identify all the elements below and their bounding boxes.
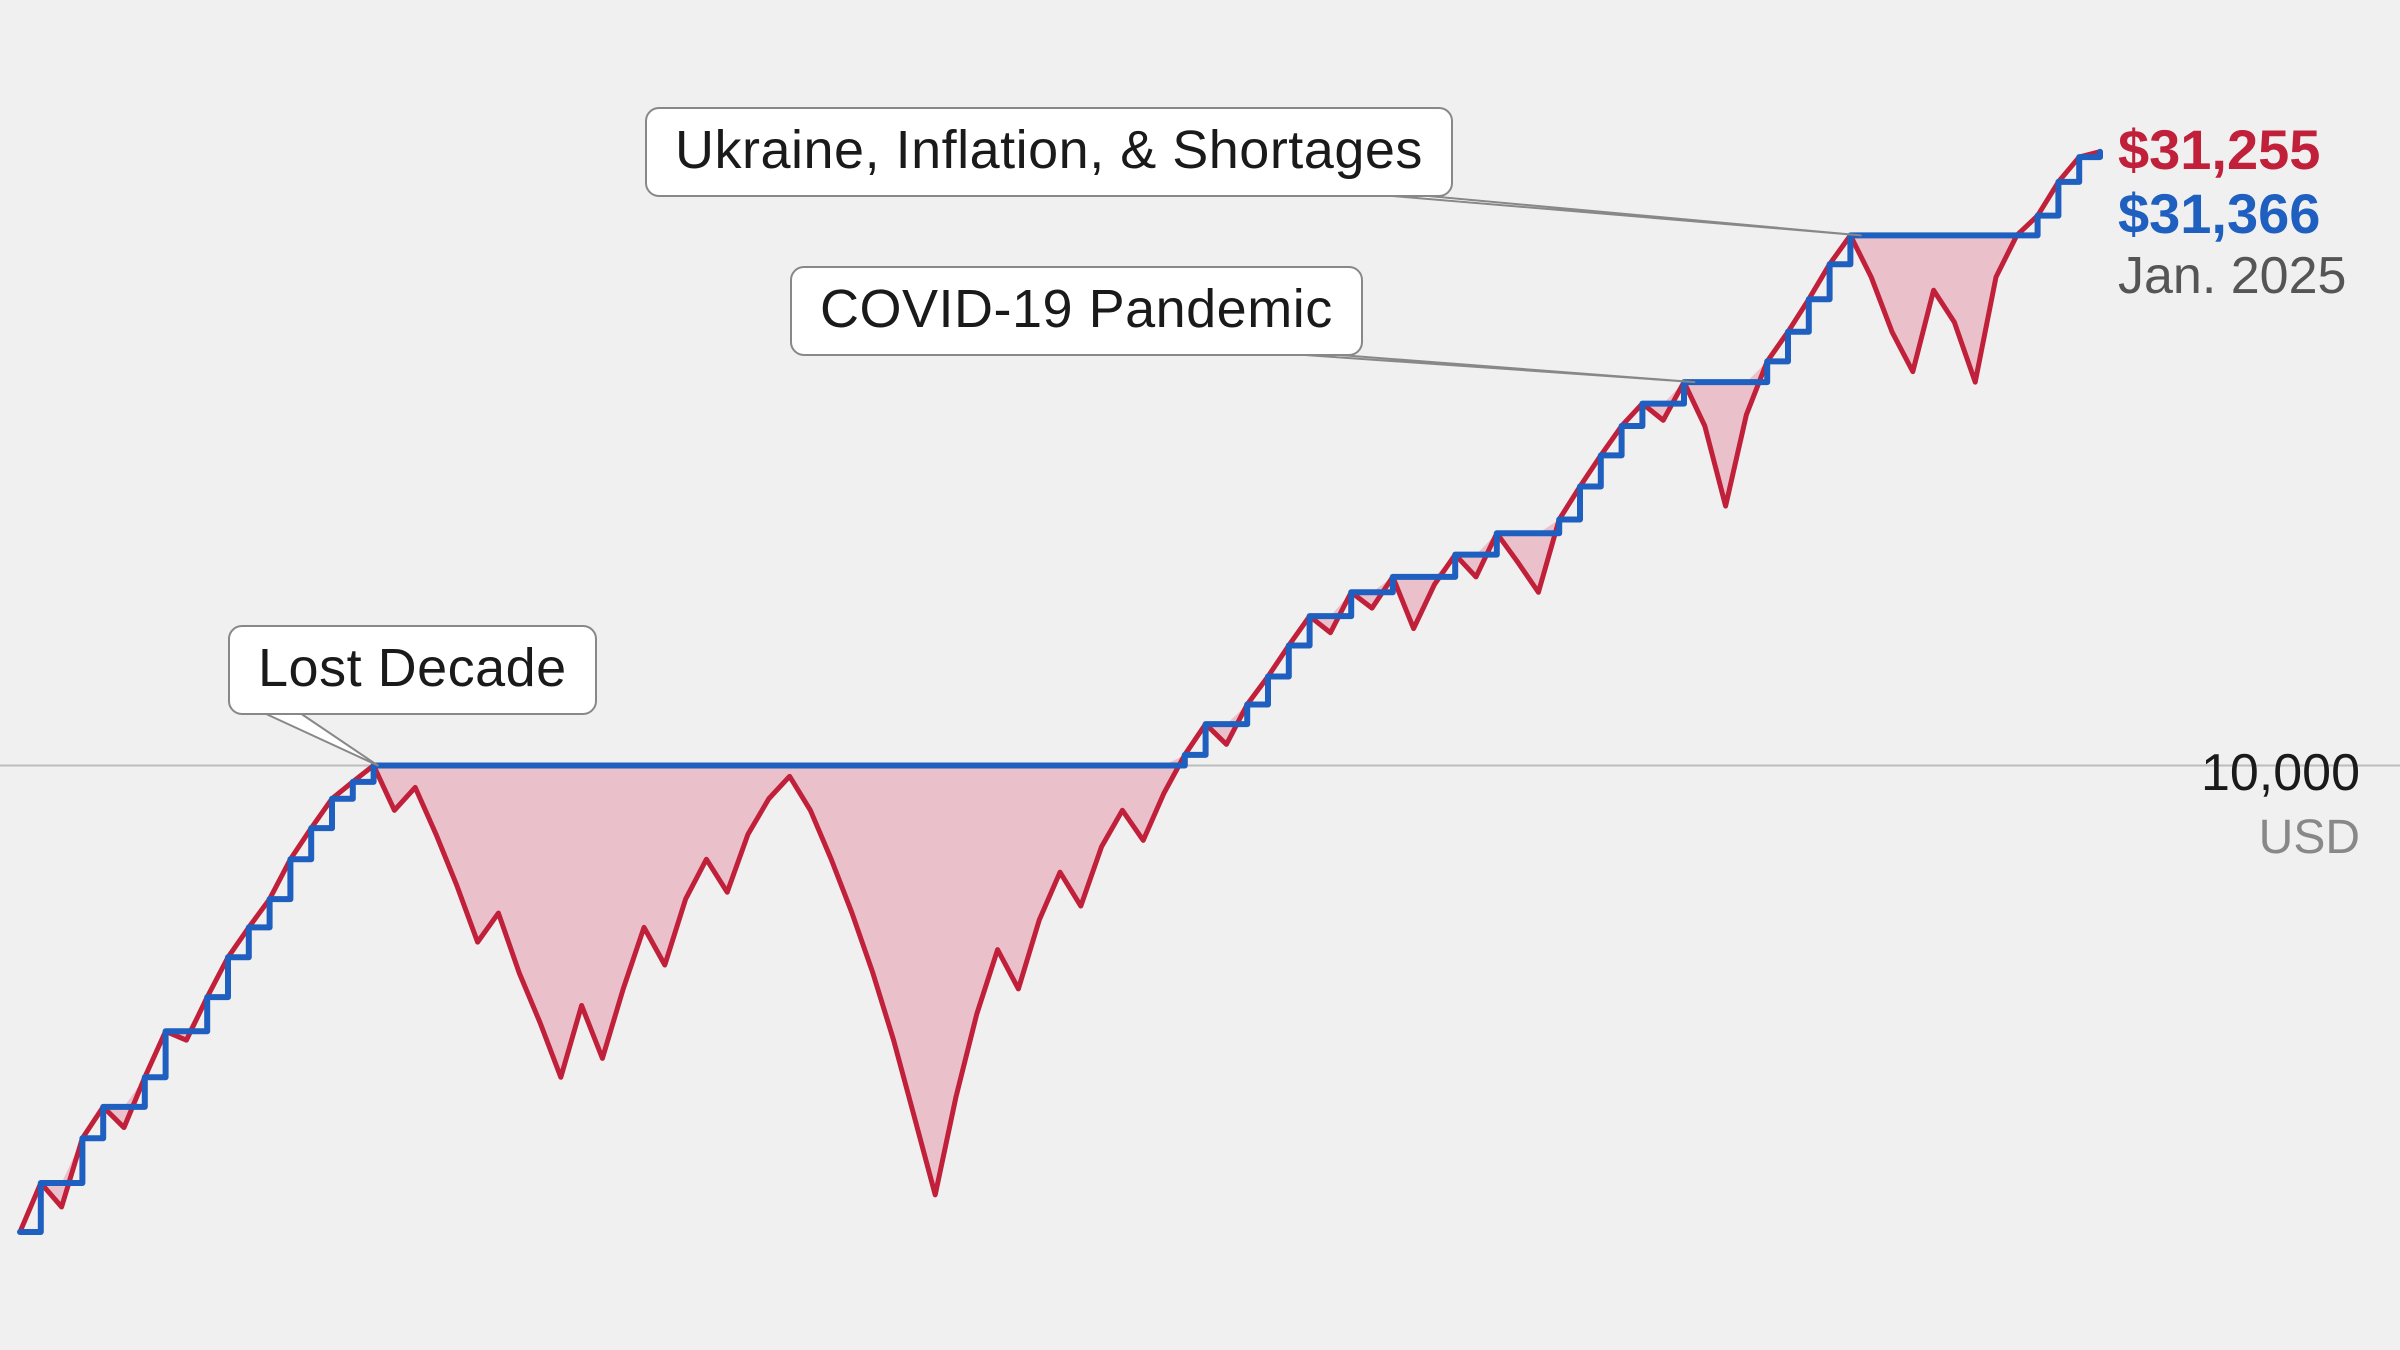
y-axis-unit-text: USD <box>2259 811 2360 864</box>
y-axis-value-text: 10,000 <box>2201 744 2360 802</box>
end-value-blue: $31,366 <box>2118 182 2346 246</box>
callout-covid-label: COVID-19 Pandemic <box>820 279 1333 339</box>
end-value-labels: $31,255 $31,366 Jan. 2025 <box>2118 118 2346 307</box>
callout-covid: COVID-19 Pandemic <box>790 266 1363 356</box>
drawdown-chart: Lost Decade COVID-19 Pandemic Ukraine, Inf… <box>0 0 2400 1350</box>
end-value-red: $31,255 <box>2118 118 2346 182</box>
y-axis-unit: USD <box>2259 810 2360 865</box>
callout-lost-decade: Lost Decade <box>228 625 597 715</box>
end-value-blue-text: $31,366 <box>2118 182 2320 245</box>
callout-lost-decade-label: Lost Decade <box>258 638 567 698</box>
end-value-date-text: Jan. 2025 <box>2118 247 2346 305</box>
callout-ukraine: Ukraine, Inflation, & Shortages <box>645 107 1453 197</box>
callout-ukraine-label: Ukraine, Inflation, & Shortages <box>675 120 1423 180</box>
end-value-red-text: $31,255 <box>2118 118 2320 181</box>
end-value-date: Jan. 2025 <box>2118 247 2346 307</box>
y-axis-value: 10,000 <box>2201 743 2360 803</box>
